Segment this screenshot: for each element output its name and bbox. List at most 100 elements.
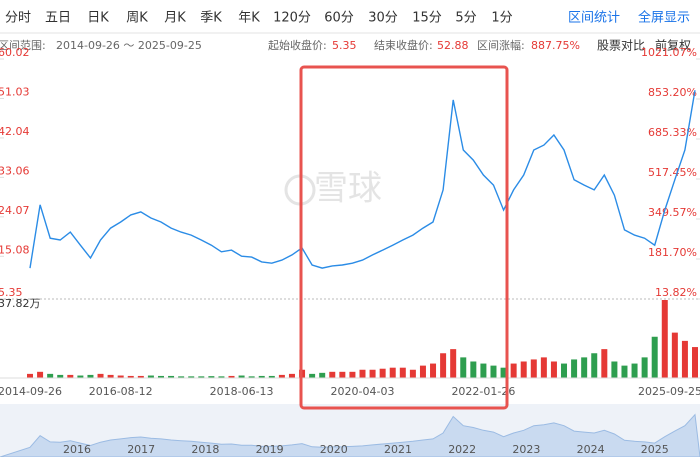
y2-tick-label: 685.33% [648,126,697,139]
tab[interactable]: 1分 [491,11,512,26]
navigator-year: 2017 [127,443,155,456]
info-range-label: 区间范围: [0,38,46,52]
volume-bar [278,374,285,378]
volume-bar [97,373,104,378]
volume-bar [329,371,336,378]
y2-tick-label: 517.45% [648,166,697,179]
info-end: 52.88 [437,39,469,52]
toolbar-action[interactable]: 区间统计 [568,11,620,26]
navigator-year: 2024 [577,443,605,456]
volume-bar [450,349,457,378]
volume-bar [631,363,638,378]
x-tick-label: 2025-09-25 [638,385,700,398]
x-tick-label: 2014-09-26 [0,385,62,398]
x-axis-band [0,380,700,404]
volume-bar [238,375,245,378]
y-tick-label: 5.35 [0,286,23,299]
volume-bar [399,367,406,378]
info-change: 887.75% [531,39,580,52]
y-tick-label: 51.03 [0,85,30,98]
volume-bar [671,332,678,378]
volume-bar [369,369,376,378]
tab[interactable]: 5分 [455,11,476,26]
tab[interactable]: 五日 [45,11,71,26]
tab[interactable]: 年K [238,11,260,26]
price-line [29,90,696,269]
volume-bar [490,365,497,378]
volume-bar [621,365,628,378]
y-tick-label: 24.07 [0,204,30,217]
volume-bar [349,371,356,378]
navigator-year: 2016 [63,443,91,456]
volume-bar [248,376,255,378]
tab[interactable]: 季K [200,11,222,26]
x-tick-label: 2016-08-12 [89,385,153,398]
volume-bar [319,372,326,378]
volume-tick-label: 37.82万 [0,297,41,310]
volume-bar [591,353,598,378]
x-tick-label: 2022-01-26 [451,385,515,398]
navigator-year: 2021 [384,443,412,456]
volume-bar [601,349,608,378]
volume-bar [440,353,447,378]
navigator-year: 2023 [512,443,540,456]
volume-bar [27,373,33,378]
control[interactable]: 前复权 [655,38,691,53]
x-tick-label: 2018-06-13 [210,385,274,398]
y-tick-label: 33.06 [0,164,30,177]
volume-bar [651,336,658,378]
info-range: 2014-09-26 ～ 2025-09-25 [56,39,202,52]
volume-bar [470,361,477,378]
tab[interactable]: 60分 [324,11,354,26]
tab[interactable]: 日K [87,11,109,26]
toolbar-action[interactable]: 全屏显示 [638,10,690,26]
control[interactable]: 股票对比 [597,39,645,53]
y2-tick-label: 13.82% [655,286,697,299]
volume-bar [550,361,557,378]
volume-bar [681,340,688,378]
volume-bar [379,368,386,378]
info-start: 5.35 [332,39,357,52]
tab[interactable]: 月K [164,11,186,26]
navigator-year: 2022 [448,443,476,456]
tab[interactable]: 分时 [5,11,31,26]
tab[interactable]: 30分 [368,11,398,26]
info-start-label: 起始收盘价: [268,38,327,52]
volume-bar [168,375,175,378]
navigator-year: 2025 [641,443,669,456]
volume-bar [500,367,507,378]
volume-bar [268,375,275,378]
volume-bar [692,347,698,378]
volume-bar [460,357,467,378]
volume-bar [530,359,537,378]
volume-bar [147,375,154,378]
volume-bar [157,375,164,378]
volume-bar [661,300,668,378]
volume-bar [137,375,144,378]
volume-bar [188,376,195,378]
tab[interactable]: 15分 [412,11,442,26]
volume-bar [571,359,578,378]
volume-bar [309,373,316,378]
volume-bar [127,375,134,378]
volume-bar [480,363,487,378]
volume-bar [178,376,185,378]
tab[interactable]: 120分 [273,11,311,26]
volume-bar [117,375,124,378]
volume-bar [57,374,64,378]
volume-bar [87,374,94,378]
volume-bar [198,376,205,378]
volume-bar [77,375,84,378]
y2-tick-label: 853.20% [648,86,697,99]
volume-bar [510,363,517,378]
volume-bar [520,361,527,378]
volume-bar [419,365,426,378]
x-tick-label: 2020-04-03 [331,385,395,398]
y-tick-label: 42.04 [0,125,30,138]
volume-bar [107,374,114,378]
volume-bar [561,363,568,378]
tab[interactable]: 周K [126,11,148,26]
volume-bar [67,374,74,378]
y-tick-label: 60.02 [0,46,30,59]
